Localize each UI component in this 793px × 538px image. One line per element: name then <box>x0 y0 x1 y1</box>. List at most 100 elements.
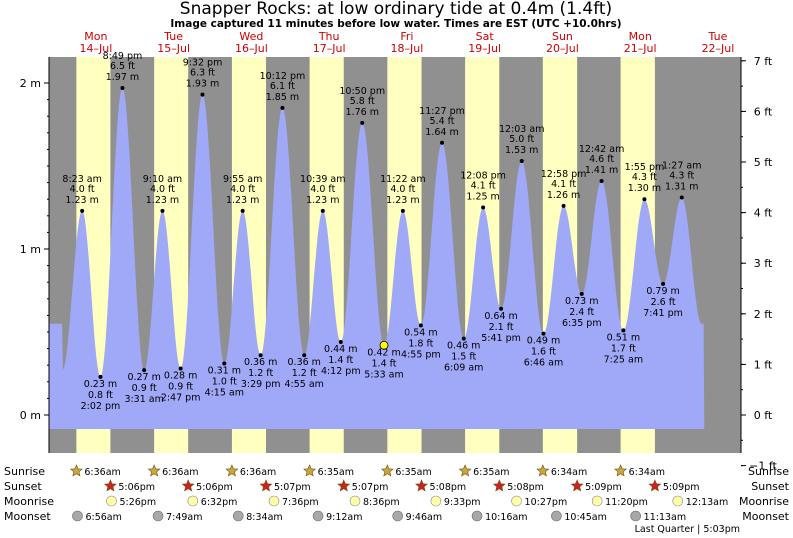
day-label-dow: Sat <box>476 30 495 43</box>
moonset-time: 6:56am <box>85 512 121 523</box>
left-tick-label: 0 m <box>20 409 41 422</box>
day-label-date: 22–Jul <box>702 42 735 55</box>
sunset-icon <box>337 479 351 492</box>
tide-height-m-label: 0.79 m <box>646 286 679 297</box>
axes: 0 m 1 m 2 m −1 ft 0 ft 1 ft 2 ft 3 ft 4 ft 5 ft 6 … <box>20 55 778 473</box>
moonrise-icon <box>591 495 603 507</box>
day-label-dow: Sun <box>552 30 573 43</box>
sunrise-time: 6:36am <box>84 467 120 478</box>
tide-height-ft-label: 4.1 ft <box>551 179 576 190</box>
day-label-dow: Mon <box>629 30 652 43</box>
low-tide-point <box>541 331 546 336</box>
tide-height-ft-label: 1.2 ft <box>248 368 273 379</box>
tide-height-ft-label: 1.5 ft <box>451 352 476 363</box>
day-label-date: 21–Jul <box>624 42 657 55</box>
right-tick-label: 5 ft <box>754 156 773 169</box>
right-tick-label: 6 ft <box>754 105 773 118</box>
tide-height-m-label: 1.97 m <box>106 72 139 83</box>
tide-height-ft-label: 1.4 ft <box>372 358 397 369</box>
tide-height-m-label: 1.23 m <box>306 195 339 206</box>
tide-height-m-label: 1.23 m <box>65 195 98 206</box>
tide-time-label: 3:29 pm <box>241 379 281 390</box>
sunrise-time: 6:35am <box>473 467 509 478</box>
sunset-icon <box>492 479 506 492</box>
moonrise-icon <box>268 495 280 507</box>
sunset-icon <box>415 479 428 492</box>
sunrise-time: 6:36am <box>240 467 276 478</box>
sunrise-row-label-right: Sunrise <box>748 465 789 478</box>
tide-height-m-label: 0.64 m <box>484 311 517 322</box>
right-tick-label: 7 ft <box>754 55 773 68</box>
high-tide-point <box>360 120 365 125</box>
low-tide-point <box>461 336 466 341</box>
high-tide-point <box>481 205 486 210</box>
tide-height-ft-label: 1.4 ft <box>328 355 353 366</box>
sunset-icon <box>648 479 662 492</box>
tide-height-ft-label: 5.8 ft <box>350 96 375 107</box>
tide-time-label: 10:50 pm <box>339 86 385 97</box>
tide-height-m-label: 1.23 m <box>226 195 259 206</box>
moonset-time: 8:34am <box>246 512 282 523</box>
tide-time-label: 9:55 am <box>223 174 262 185</box>
day-label-dow: Mon <box>84 30 107 43</box>
high-tide-point <box>679 195 684 200</box>
moonrise-time: 12:13am <box>686 497 728 508</box>
tide-height-ft-label: 4.0 ft <box>390 184 415 195</box>
sunrise-icon <box>458 464 472 477</box>
tide-height-m-label: 0.36 m <box>244 357 277 368</box>
tide-height-m-label: 0.23 m <box>84 379 117 390</box>
tide-time-label: 8:49 pm <box>103 51 143 62</box>
tide-height-m-label: 0.36 m <box>288 357 321 368</box>
chart-subtitle: Image captured 11 minutes before low wat… <box>170 18 621 30</box>
low-tide-point <box>178 366 183 371</box>
sunrise-icon <box>614 464 628 477</box>
tide-height-ft-label: 4.0 ft <box>310 184 335 195</box>
tide-time-label: 2:02 pm <box>81 401 121 412</box>
tide-height-ft-label: 0.8 ft <box>88 390 113 401</box>
tide-height-m-label: 1.23 m <box>386 195 419 206</box>
sunrise-icon <box>536 464 550 477</box>
high-tide-point <box>120 85 125 90</box>
tide-height-m-label: 0.54 m <box>404 327 437 338</box>
moonrise-time: 10:27pm <box>525 497 568 508</box>
day-label-date: 18–Jul <box>391 42 424 55</box>
tide-height-m-label: 0.42 m <box>367 347 400 358</box>
tide-height-ft-label: 0.9 ft <box>168 382 193 393</box>
tide-time-label: 9:10 am <box>143 174 182 185</box>
tide-height-m-label: 0.31 m <box>208 366 241 377</box>
day-label-date: 15–Jul <box>157 42 190 55</box>
tide-height-ft-label: 1.8 ft <box>408 338 433 349</box>
moonset-icon <box>392 510 403 522</box>
left-tick-label: 1 m <box>20 243 41 256</box>
tide-height-ft-label: 0.9 ft <box>132 383 157 394</box>
right-tick-label: 3 ft <box>754 257 773 270</box>
tide-time-label: 10:39 am <box>300 174 345 185</box>
low-tide-point <box>338 339 343 344</box>
low-tide-point <box>222 361 227 366</box>
tide-curve <box>49 88 705 429</box>
tide-height-m-label: 1.25 m <box>466 192 499 203</box>
tide-height-m-label: 1.30 m <box>628 183 661 194</box>
tide-height-ft-label: 4.0 ft <box>230 184 255 195</box>
tide-height-m-label: 1.53 m <box>505 145 538 156</box>
moonrise-icon <box>511 495 522 507</box>
moonset-icon <box>312 510 324 522</box>
tide-height-ft-label: 4.0 ft <box>70 184 95 195</box>
sun-moon-events: Sunrise Sunrise Sunset Sunset Moonrise Moonri… <box>4 464 790 523</box>
moonset-row-label-left: Moonset <box>4 510 51 523</box>
tide-area <box>49 88 705 429</box>
high-tide-point <box>599 178 604 183</box>
sunset-icon <box>570 479 584 492</box>
left-tick-label: 2 m <box>20 77 41 90</box>
tide-height-m-label: 1.76 m <box>346 107 379 118</box>
high-tide-point <box>440 140 445 145</box>
low-tide-point <box>98 374 103 379</box>
tide-height-m-label: 1.23 m <box>146 195 179 206</box>
sunrise-icon <box>303 464 317 477</box>
low-tide-point <box>302 353 307 358</box>
tide-height-ft-label: 6.5 ft <box>110 61 135 72</box>
sunrise-time: 6:36am <box>162 467 198 478</box>
tide-height-ft-label: 6.1 ft <box>270 81 295 92</box>
low-tide-point <box>661 281 666 286</box>
